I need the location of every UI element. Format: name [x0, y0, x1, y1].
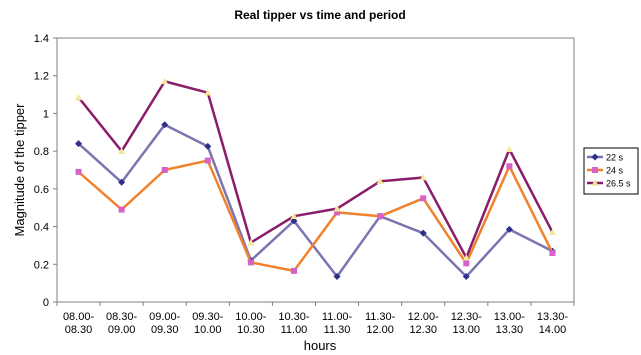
- data-point: [247, 259, 254, 266]
- x-tick-label: 13.30-14.00: [537, 311, 569, 336]
- data-point: [462, 254, 470, 261]
- data-point: [290, 267, 297, 274]
- x-tick-label: 11.30-12.00: [365, 311, 396, 336]
- x-tick-label: 10.00-10.30: [235, 311, 267, 336]
- data-point: [161, 121, 169, 129]
- x-tick-label: 11.00-11.30: [322, 311, 353, 336]
- plot-area: 0 0.2 0.4 0.6 0.8 1 1.2 1.4 08.00-08.30 08.30-09.…: [34, 33, 575, 336]
- data-point: [75, 93, 83, 101]
- legend-swatch-marker: [591, 153, 599, 161]
- data-point: [118, 147, 126, 154]
- y-tick-label: 0.8: [34, 146, 49, 158]
- x-tick-label: 10.30-11.00: [278, 311, 310, 336]
- data-point: [420, 195, 427, 202]
- y-tick-label: 1: [43, 108, 49, 120]
- data-point: [462, 273, 470, 281]
- data-point: [118, 206, 125, 213]
- data-point: [548, 228, 556, 236]
- data-point: [75, 140, 83, 148]
- data-point: [204, 157, 211, 164]
- series-line-2: [77, 80, 554, 259]
- legend-swatch-marker: [591, 179, 599, 186]
- series-line-0: [77, 123, 554, 278]
- x-tick-label: 08.30-09.00: [106, 311, 138, 336]
- data-point: [161, 77, 169, 85]
- x-tick-label: 09.00-09.30: [149, 311, 181, 336]
- legend-label: 26.5 s: [606, 179, 631, 189]
- legend: 22 s 24 s 26.5 s: [583, 147, 639, 195]
- legend-label: 24 s: [606, 166, 624, 176]
- data-point: [505, 225, 513, 233]
- data-point: [376, 177, 384, 185]
- data-point: [419, 174, 427, 181]
- data-point: [506, 163, 513, 170]
- data-point: [419, 229, 427, 237]
- data-point: [290, 217, 298, 225]
- y-tick-label: 0: [43, 297, 49, 309]
- data-point: [463, 260, 470, 267]
- plot-frame: [56, 37, 575, 303]
- data-point: [204, 142, 212, 150]
- data-point: [333, 273, 341, 281]
- data-point: [118, 178, 126, 186]
- y-axis-label: Magnitude of the tipper: [12, 103, 27, 237]
- data-point: [247, 239, 255, 246]
- data-point: [334, 209, 341, 216]
- x-tick-label: 12.30-13.00: [451, 311, 483, 336]
- chart-title: Real tipper vs time and period: [234, 8, 405, 22]
- x-tick-label: 08.00-08.30: [63, 311, 95, 336]
- data-point: [333, 205, 341, 212]
- data-point: [161, 167, 168, 173]
- x-axis-label: hours: [304, 338, 337, 353]
- y-tick-label: 0.2: [34, 259, 49, 271]
- series-line-1: [77, 159, 554, 273]
- data-point: [204, 89, 212, 96]
- x-tick-label: 12.00-12.30: [408, 311, 440, 336]
- x-tick-label: 13.00-13.30: [494, 311, 526, 336]
- data-point: [377, 213, 384, 220]
- data-point: [505, 145, 513, 153]
- y-tick-label: 0.4: [34, 222, 49, 234]
- data-point: [75, 168, 82, 175]
- data-point: [549, 249, 556, 256]
- x-tick-label: 09.30-10.00: [192, 311, 224, 336]
- y-tick-label: 1.2: [34, 71, 49, 83]
- data-point: [290, 212, 298, 219]
- y-tick-label: 1.4: [34, 33, 49, 45]
- legend-swatch-marker: [592, 167, 598, 173]
- y-tick-label: 0.6: [34, 184, 49, 196]
- legend-label: 22 s: [606, 153, 624, 163]
